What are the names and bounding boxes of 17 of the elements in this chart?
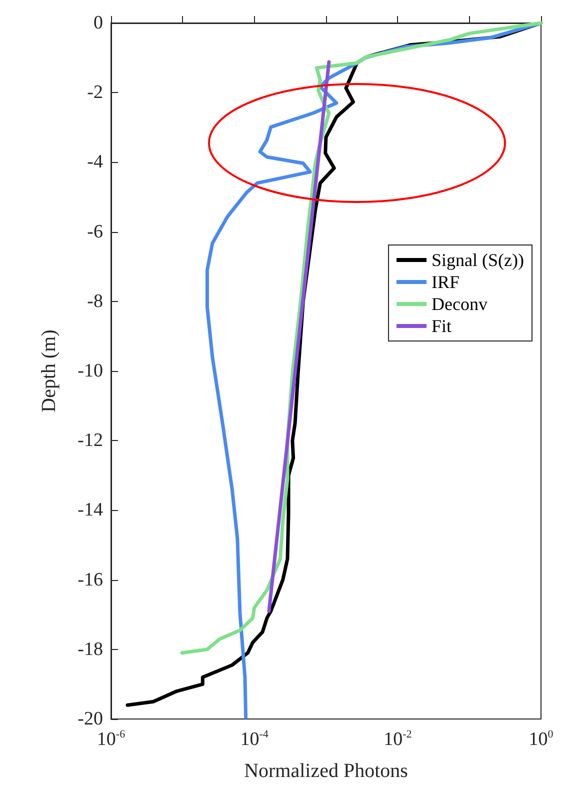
y-tick-label: -14 <box>78 500 104 521</box>
y-tick-label: -16 <box>78 569 103 590</box>
y-tick-label: -18 <box>78 638 103 660</box>
y-tick-label: -12 <box>78 430 103 452</box>
y-tick-label: -4 <box>87 152 104 173</box>
y-tick-label: -2 <box>87 82 103 104</box>
y-tick-label: 0 <box>94 12 103 34</box>
y-tick-label: -10 <box>78 360 103 382</box>
y-tick-label: -20 <box>78 708 103 730</box>
y-axis-title: Depth (m) <box>38 330 60 412</box>
x-axis-title: Normalized Photons <box>244 760 408 782</box>
legend-label: IRF <box>432 272 460 292</box>
legend-label: Fit <box>432 316 452 336</box>
legend-label: Signal (S(z)) <box>432 250 524 270</box>
legend-label: Deconv <box>432 294 488 314</box>
y-tick-label: -8 <box>87 290 103 312</box>
y-tick-label: -6 <box>87 221 103 242</box>
